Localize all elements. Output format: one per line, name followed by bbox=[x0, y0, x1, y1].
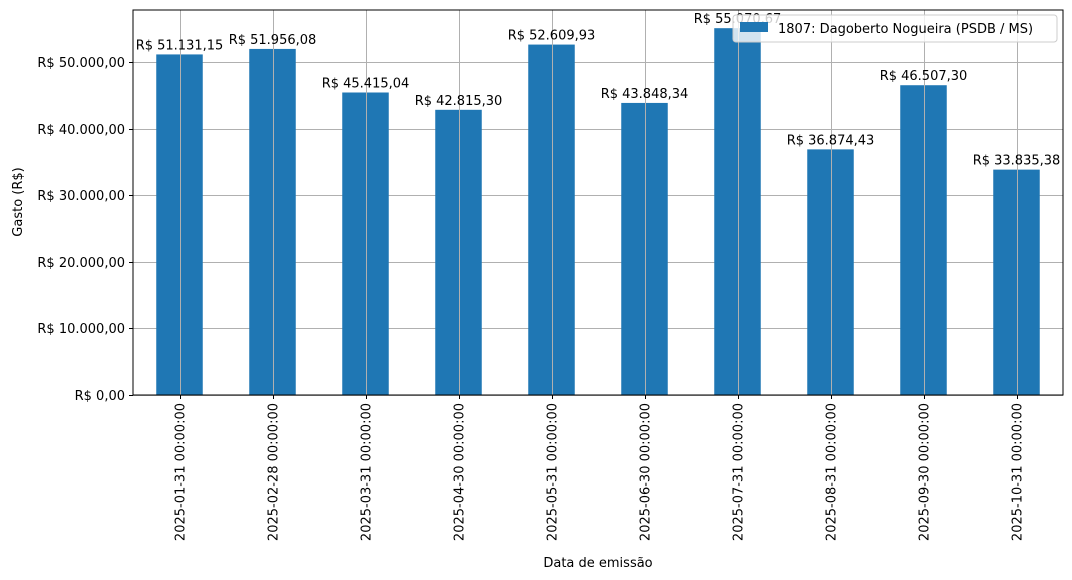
bar bbox=[156, 54, 203, 396]
x-tick-label: 2025-05-31 00:00:00 bbox=[546, 403, 561, 541]
plot-frame bbox=[132, 9, 1064, 396]
bar bbox=[528, 44, 575, 396]
x-axis-title: Data de emissão bbox=[543, 556, 652, 571]
legend: 1807: Dagoberto Nogueira (PSDB / MS) bbox=[732, 14, 1058, 43]
bars bbox=[156, 10, 1040, 396]
bar bbox=[807, 149, 854, 395]
x-tick-label: 2025-03-31 00:00:00 bbox=[360, 403, 375, 541]
bar-value-label: R$ 52.609,93 bbox=[508, 29, 596, 44]
x-tick-label: 2025-08-31 00:00:00 bbox=[825, 403, 840, 541]
bar-value-label: R$ 33.835,38 bbox=[973, 154, 1061, 169]
bar bbox=[249, 48, 296, 395]
y-axis-title: Gasto (R$) bbox=[11, 167, 26, 236]
legend-label: 1807: Dagoberto Nogueira (PSDB / MS) bbox=[778, 22, 1033, 37]
x-tick-label: 2025-04-30 00:00:00 bbox=[453, 403, 468, 541]
x-axis-ticks: 2025-01-31 00:00:00 2025-02-28 00:00:00 20… bbox=[174, 395, 1026, 541]
bar bbox=[342, 92, 389, 396]
x-tick-label: 2025-10-31 00:00:00 bbox=[1011, 403, 1026, 541]
bar-value-label: R$ 36.874,43 bbox=[787, 133, 875, 148]
y-axis-ticks: R$ 0,00 R$ 10.000,00 R$ 20.000,00 R$ 30.000… bbox=[37, 56, 133, 404]
x-tick-label: 2025-09-30 00:00:00 bbox=[918, 403, 933, 541]
y-tick-label: R$ 20.000,00 bbox=[37, 256, 125, 271]
y-tick-label: R$ 30.000,00 bbox=[37, 189, 125, 204]
bar bbox=[714, 28, 761, 396]
bar bbox=[435, 109, 482, 395]
bar-value-label: R$ 42.815,30 bbox=[415, 94, 503, 109]
x-tick-label: 2025-01-31 00:00:00 bbox=[174, 403, 189, 541]
bar bbox=[621, 102, 668, 396]
x-tick-label: 2025-06-30 00:00:00 bbox=[639, 403, 654, 541]
legend-box bbox=[732, 14, 1058, 43]
bar-value-label: R$ 45.415,04 bbox=[322, 76, 410, 91]
x-tick-label: 2025-07-31 00:00:00 bbox=[732, 403, 747, 541]
y-tick-label: R$ 10.000,00 bbox=[37, 322, 125, 337]
y-tick-label: R$ 40.000,00 bbox=[37, 123, 125, 138]
x-tick-label: 2025-02-28 00:00:00 bbox=[267, 403, 282, 541]
legend-swatch bbox=[740, 22, 768, 32]
bar bbox=[993, 169, 1040, 395]
y-tick-label: R$ 50.000,00 bbox=[37, 56, 125, 71]
bar-value-label: R$ 43.848,34 bbox=[601, 87, 689, 102]
bar-value-label: R$ 51.956,08 bbox=[229, 33, 317, 48]
bar-value-label: R$ 46.507,30 bbox=[880, 69, 968, 84]
bar bbox=[900, 85, 947, 395]
bar-value-label: R$ 51.131,15 bbox=[136, 38, 224, 53]
y-tick-label: R$ 0,00 bbox=[75, 389, 125, 404]
